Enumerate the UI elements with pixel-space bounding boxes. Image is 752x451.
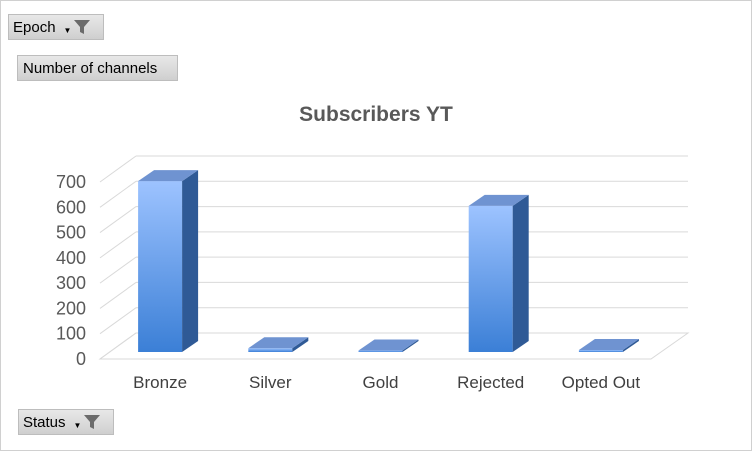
gridline-side <box>99 332 137 360</box>
gridline-side <box>99 231 137 259</box>
bar-opted-out <box>578 338 639 352</box>
dropdown-arrow-icon: ▼ <box>63 25 72 35</box>
filter-funnel-icon <box>74 20 91 34</box>
gridline-side <box>99 180 137 208</box>
bar-top <box>248 337 309 349</box>
bar-rejected <box>468 194 529 352</box>
gridline-side <box>99 282 137 309</box>
x-category-label: Bronze <box>133 373 187 392</box>
bar-top <box>138 170 199 182</box>
y-tick-label: 200 <box>56 298 86 318</box>
bar-front <box>138 181 183 352</box>
bar-top <box>578 338 639 350</box>
y-tick-label: 0 <box>76 349 86 369</box>
bar-side <box>182 170 199 352</box>
x-category-label: Rejected <box>457 373 524 392</box>
status-filter-button[interactable]: Status ▼ <box>18 409 114 435</box>
bar-side <box>402 339 419 352</box>
y-tick-label: 300 <box>56 273 86 293</box>
dropdown-arrow-icon: ▼ <box>73 420 82 430</box>
bar-side <box>512 194 529 352</box>
y-tick-label: 100 <box>56 324 86 344</box>
x-category-label: Opted Out <box>562 373 641 392</box>
bar-front <box>248 348 293 352</box>
x-category-label: Gold <box>363 373 399 392</box>
bar-top <box>468 194 529 206</box>
status-filter-label: Status <box>23 413 66 431</box>
values-field-label: Number of channels <box>23 59 158 77</box>
y-tick-label: 500 <box>56 223 86 243</box>
bar-gold <box>358 339 419 352</box>
y-tick-label: 600 <box>56 197 86 217</box>
gridline-side <box>99 155 137 183</box>
bar-front <box>358 350 403 352</box>
filter-funnel-icon <box>84 415 101 429</box>
y-tick-label: 400 <box>56 248 86 268</box>
bar-side <box>622 338 639 352</box>
x-category-label: Silver <box>249 373 292 392</box>
gridline-side <box>99 307 137 335</box>
gridline-side <box>99 256 137 284</box>
epoch-filter-button[interactable]: Epoch ▼ <box>8 14 104 40</box>
bar-side <box>292 337 309 352</box>
y-tick-label: 700 <box>56 172 86 192</box>
bar-front <box>468 205 513 352</box>
values-field-button[interactable]: Number of channels <box>17 55 178 81</box>
epoch-filter-label: Epoch <box>13 18 56 36</box>
bar-front <box>578 349 623 352</box>
bar-silver <box>248 337 309 352</box>
chart-title: Subscribers YT <box>299 103 453 126</box>
bar-top <box>358 339 419 351</box>
bar-bronze <box>138 170 199 352</box>
gridline-side <box>99 206 137 233</box>
